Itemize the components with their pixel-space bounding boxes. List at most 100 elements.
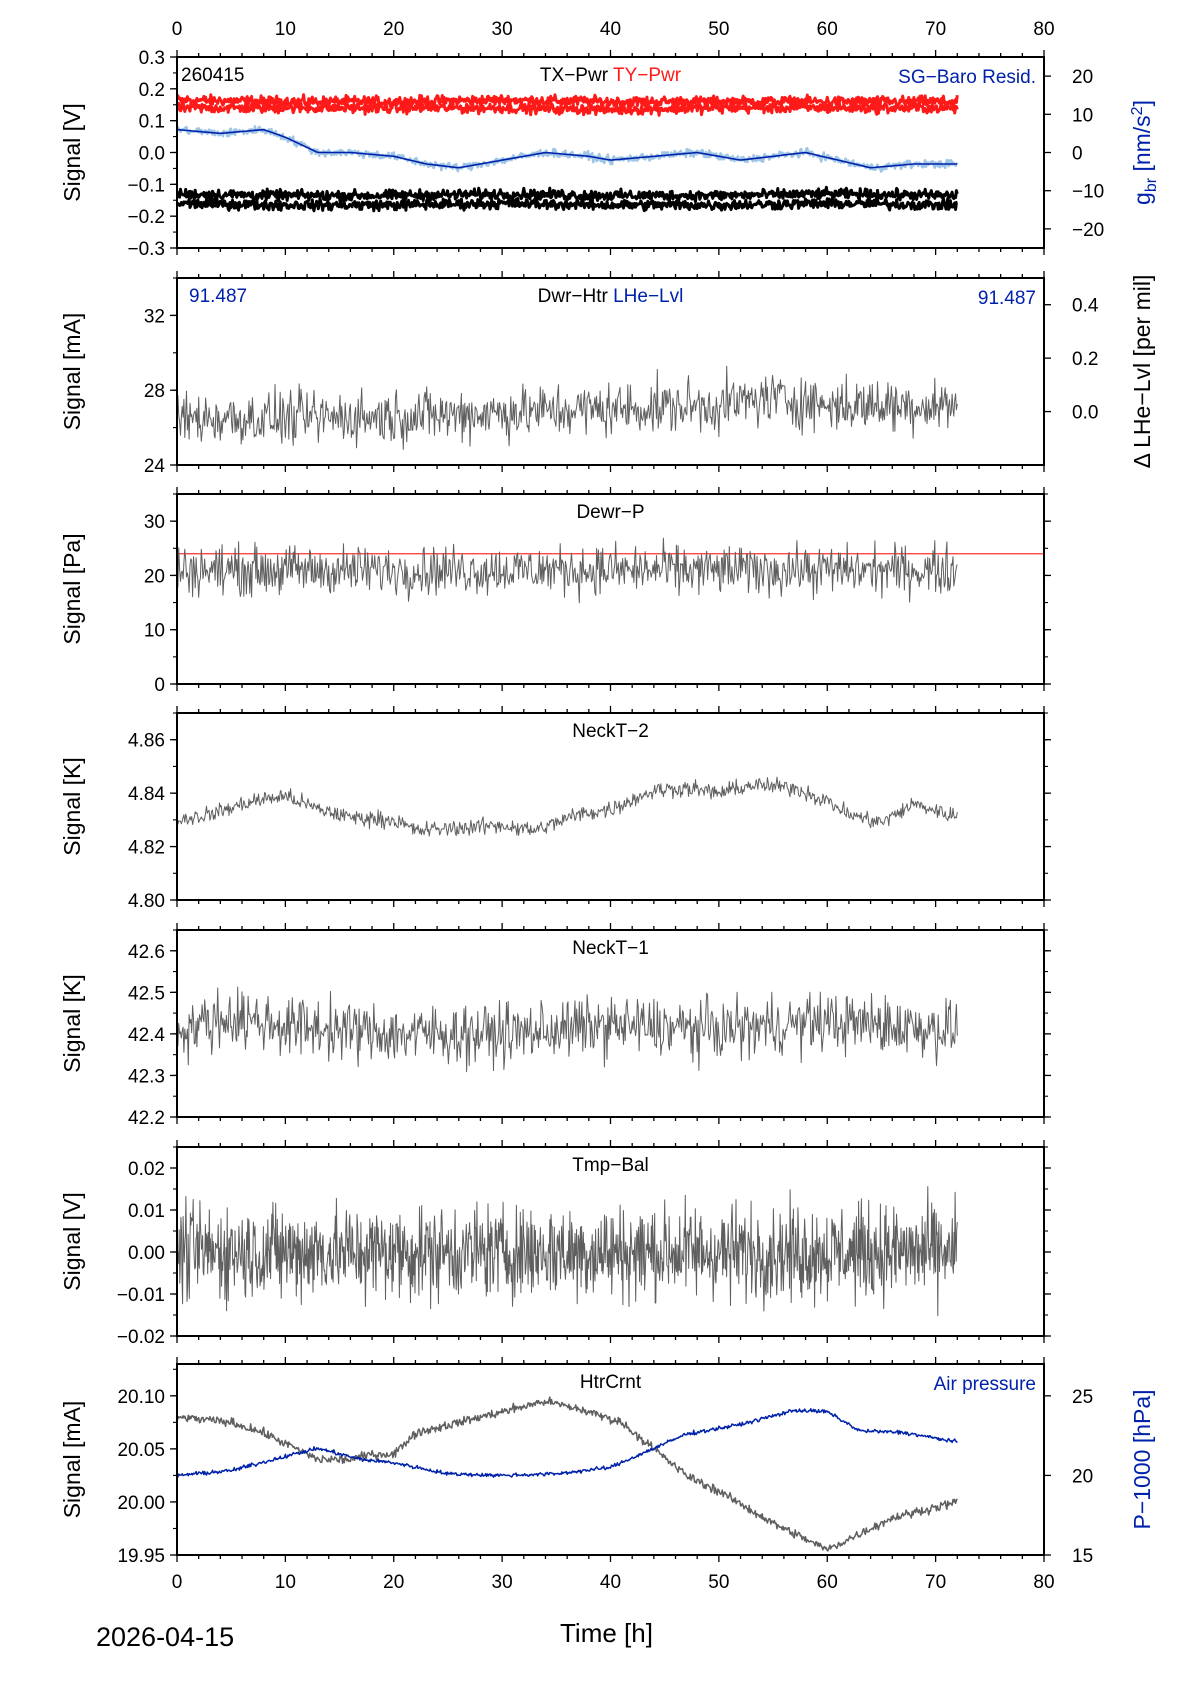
y2-tick-label: 0.2 [1072, 349, 1098, 370]
y-tick-label: 42.3 [128, 1066, 165, 1087]
y-tick-label: 42.2 [128, 1108, 165, 1129]
y-tick-label: 0.01 [128, 1201, 165, 1222]
y-tick-label: 32 [144, 306, 165, 327]
x-axis-title: Time [h] [560, 1618, 653, 1648]
series-line-p6-0 [177, 1186, 958, 1317]
x-tick-label-bottom: 20 [383, 1572, 404, 1593]
series-line-p5-0 [177, 986, 958, 1073]
y-tick-label: 28 [144, 381, 165, 402]
plot-frame [176, 712, 1045, 901]
panel-title-part: LHe−Lvl [608, 286, 684, 307]
x-tick-label-bottom: 60 [817, 1572, 838, 1593]
panel-title-part: NeckT−1 [572, 938, 649, 959]
panel-title: Dewr−P [576, 502, 644, 523]
x-tick-label-bottom: 10 [275, 1572, 296, 1593]
panel-p4: 4.80 4.82 4.84 4.86 Signal [K] NeckT−2 [59, 706, 1051, 912]
x-tick-label-bottom: 30 [492, 1572, 513, 1593]
y-tick-label: 4.80 [128, 891, 165, 912]
panel-p5: 42.2 42.3 42.4 42.5 42.6 Signal [K] NeckT−1 [59, 923, 1051, 1129]
x-tick-label-bottom: 50 [708, 1572, 729, 1593]
series-line-p1-2 [177, 185, 959, 204]
y2-tick-label: 20 [1072, 67, 1093, 88]
y-axis-label: Signal [V] [59, 1192, 85, 1290]
y-tick-label: 42.5 [128, 983, 165, 1004]
y2-tick-label: −10 [1072, 182, 1104, 203]
panel-title: TX−Pwr TY−Pwr [540, 65, 682, 86]
panel-title-part: TX−Pwr [540, 65, 609, 86]
y-tick-label: 4.82 [128, 838, 165, 859]
x-tick-label-top: 40 [600, 19, 621, 40]
x-tick-label-bottom: 70 [925, 1572, 946, 1593]
corner-label-left: 91.487 [189, 286, 247, 307]
plot-frame [176, 493, 1045, 685]
y-axis-label: Signal [mA] [59, 313, 85, 431]
panel-title-part: Dewr−P [576, 502, 644, 523]
corner-label-right: Air pressure [934, 1374, 1036, 1395]
series-line-p4-0 [177, 776, 958, 837]
series-group [177, 537, 1044, 604]
panel-p2: 24 28 32 0.0 0.2 0.4 Signal [mA] Δ LHe−Lvl [per… [59, 271, 1155, 477]
y-tick-label: −0.3 [127, 239, 165, 260]
x-tick-label-top: 0 [172, 19, 183, 40]
x-tick-label-top: 70 [925, 19, 946, 40]
series-group [177, 776, 958, 837]
y2-axis-label: P−1000 [hPa] [1129, 1389, 1155, 1529]
x-tick-label-top: 60 [817, 19, 838, 40]
y-tick-label: 0.2 [139, 80, 165, 101]
y-axis-label: Signal [Pa] [59, 533, 85, 644]
corner-label-right: SG−Baro Resid. [898, 67, 1036, 88]
y-axis-label: Signal [V] [59, 103, 85, 201]
corner-label-right: 91.487 [978, 288, 1036, 309]
x-tick-label-bottom: 0 [172, 1572, 183, 1593]
y-tick-label: 20.00 [117, 1493, 165, 1514]
y2-tick-label: 10 [1072, 105, 1093, 126]
series-group [177, 365, 958, 450]
plot-frame [176, 1363, 1045, 1556]
y-tick-label: 0.00 [128, 1243, 165, 1264]
panel-p6: −0.02 −0.01 0.00 0.01 0.02 Signal [V] Tmp−Bal [59, 1140, 1051, 1348]
y-axis-label: Signal [K] [59, 974, 85, 1072]
y-tick-label: −0.01 [117, 1285, 165, 1306]
y-axis-label: Signal [mA] [59, 1401, 85, 1519]
series-line-p1-5 [177, 128, 958, 169]
panel-p7: 19.95 20.00 20.05 20.10 15 20 25 Signal [mA] P−1… [59, 1357, 1155, 1567]
y2-tick-label: 0.4 [1072, 296, 1099, 317]
y-tick-label: 42.4 [128, 1025, 165, 1046]
y-axis-label: Signal [K] [59, 757, 85, 855]
y2-axis-label: gbr [nm/s2] [1129, 100, 1160, 205]
y-tick-label: 0.3 [139, 48, 165, 69]
y-tick-label: 20.05 [117, 1440, 165, 1461]
series-line-p1-3 [177, 195, 958, 213]
plot-frame [176, 277, 1045, 466]
panel-title: NeckT−2 [572, 721, 649, 742]
plot-frame [176, 1146, 1045, 1337]
plot-frame [176, 929, 1045, 1118]
y-tick-label: 30 [144, 512, 165, 533]
series-group [177, 986, 958, 1073]
y-tick-label: 0.02 [128, 1159, 165, 1180]
y-tick-label: 42.6 [128, 942, 165, 963]
x-tick-label-top: 50 [708, 19, 729, 40]
panel-title: Dwr−Htr LHe−Lvl [538, 286, 684, 307]
y2-axis-label: Δ LHe−Lvl [per mil] [1129, 275, 1155, 469]
corner-label-left: 260415 [181, 65, 244, 86]
y2-tick-label: −20 [1072, 220, 1104, 241]
y-tick-label: 24 [144, 456, 166, 477]
y-tick-label: 19.95 [117, 1546, 165, 1567]
x-tick-label-bottom: 80 [1033, 1572, 1054, 1593]
panel-title: Tmp−Bal [572, 1155, 649, 1176]
y2-tick-label: 0 [1072, 144, 1083, 165]
series-line-p1-4 [177, 125, 958, 173]
panel-title-part: Dwr−Htr [538, 286, 609, 307]
x-tick-label-bottom: 40 [600, 1572, 621, 1593]
x-tick-label-top: 20 [383, 19, 404, 40]
plot-frame [176, 56, 1045, 249]
series-line-p1-1 [177, 100, 959, 117]
series-line-p1-0 [177, 93, 959, 111]
panel-p1: −0.3 −0.2 −0.1 0.0 0.1 0.2 0.3 −20 −10 0 10 20 Signa… [59, 48, 1160, 260]
panel-p3: 0 10 20 30 Signal [Pa] Dewr−P [59, 487, 1051, 696]
y-tick-label: 0.0 [139, 144, 165, 165]
y-tick-label: 0.1 [139, 112, 165, 133]
y-tick-label: −0.1 [127, 175, 165, 196]
